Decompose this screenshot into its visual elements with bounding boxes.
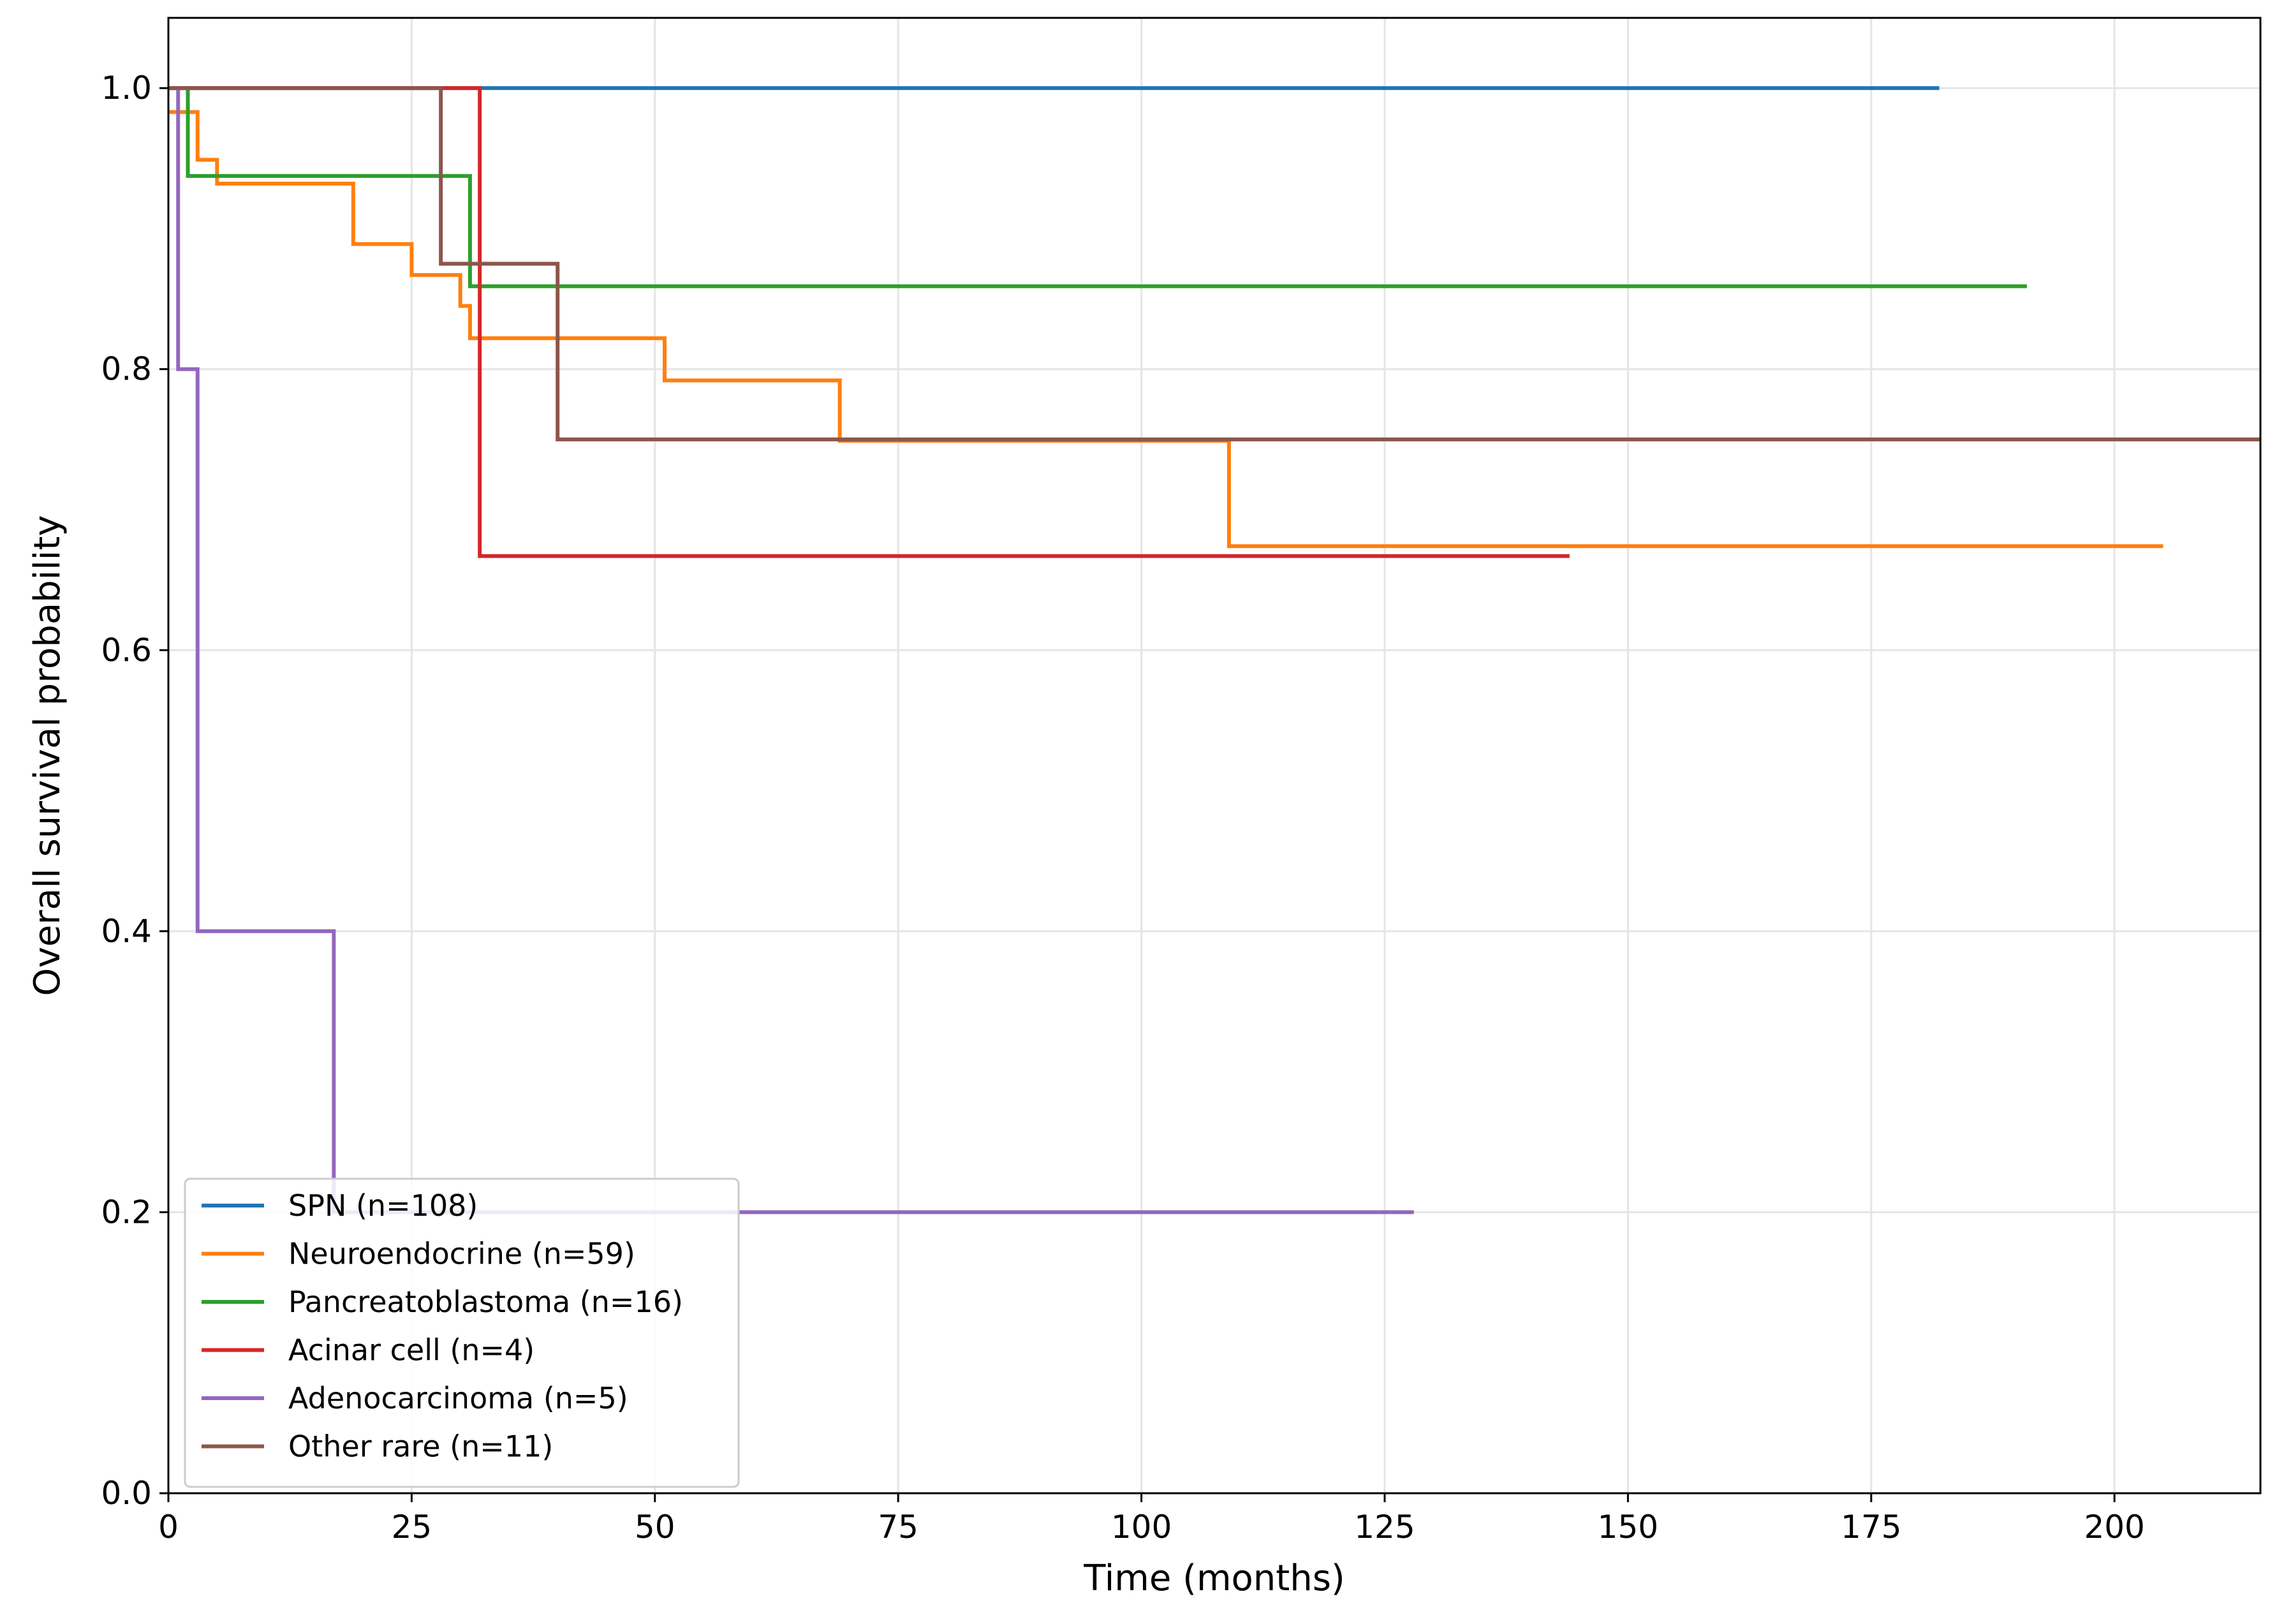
x-tick-label: 150	[1598, 1509, 1658, 1546]
y-axis-ticks: 0.0 0.2 0.4 0.6 0.8 1.0	[101, 70, 168, 1512]
x-tick-label: 75	[878, 1509, 918, 1546]
series-line-3	[168, 86, 1570, 558]
x-axis-ticks: 0 25 50 75 100 125 150 175 200	[158, 1493, 2145, 1546]
series-line-4	[168, 86, 1414, 1214]
legend-label: Other rare (n=11)	[288, 1429, 553, 1464]
series-line-5	[168, 86, 2260, 441]
legend-label: SPN (n=108)	[288, 1188, 478, 1223]
x-tick-label: 125	[1354, 1509, 1415, 1546]
legend: SPN (n=108) Neuroendocrine (n=59) Pancreat…	[184, 1177, 740, 1488]
x-tick-label: 175	[1841, 1509, 1901, 1546]
y-tick-label: 0.0	[101, 1475, 152, 1512]
series-line-2	[168, 86, 2027, 288]
y-tick-label: 0.2	[101, 1193, 152, 1230]
x-tick-label: 100	[1111, 1509, 1172, 1546]
x-tick-label: 200	[2084, 1509, 2144, 1546]
x-tick-label: 0	[158, 1509, 179, 1546]
y-tick-label: 0.4	[101, 913, 152, 950]
y-tick-label: 0.8	[101, 351, 152, 388]
y-tick-label: 1.0	[101, 70, 152, 107]
y-axis-label: Overall survival probability	[27, 515, 68, 996]
legend-label: Neuroendocrine (n=59)	[288, 1237, 635, 1271]
plot-frame	[167, 17, 2262, 1495]
series-line-1	[168, 110, 2163, 549]
series-lines	[168, 86, 2260, 1214]
x-tick-label: 50	[635, 1509, 675, 1546]
legend-label: Adenocarcinoma (n=5)	[288, 1381, 628, 1415]
legend-label: Pancreatoblastoma (n=16)	[288, 1285, 683, 1319]
legend-label: Acinar cell (n=4)	[288, 1333, 534, 1368]
x-tick-label: 25	[392, 1509, 432, 1546]
y-tick-label: 0.6	[101, 631, 152, 668]
x-axis-label: Time (months)	[1083, 1558, 1345, 1599]
legend-box	[184, 1177, 740, 1488]
